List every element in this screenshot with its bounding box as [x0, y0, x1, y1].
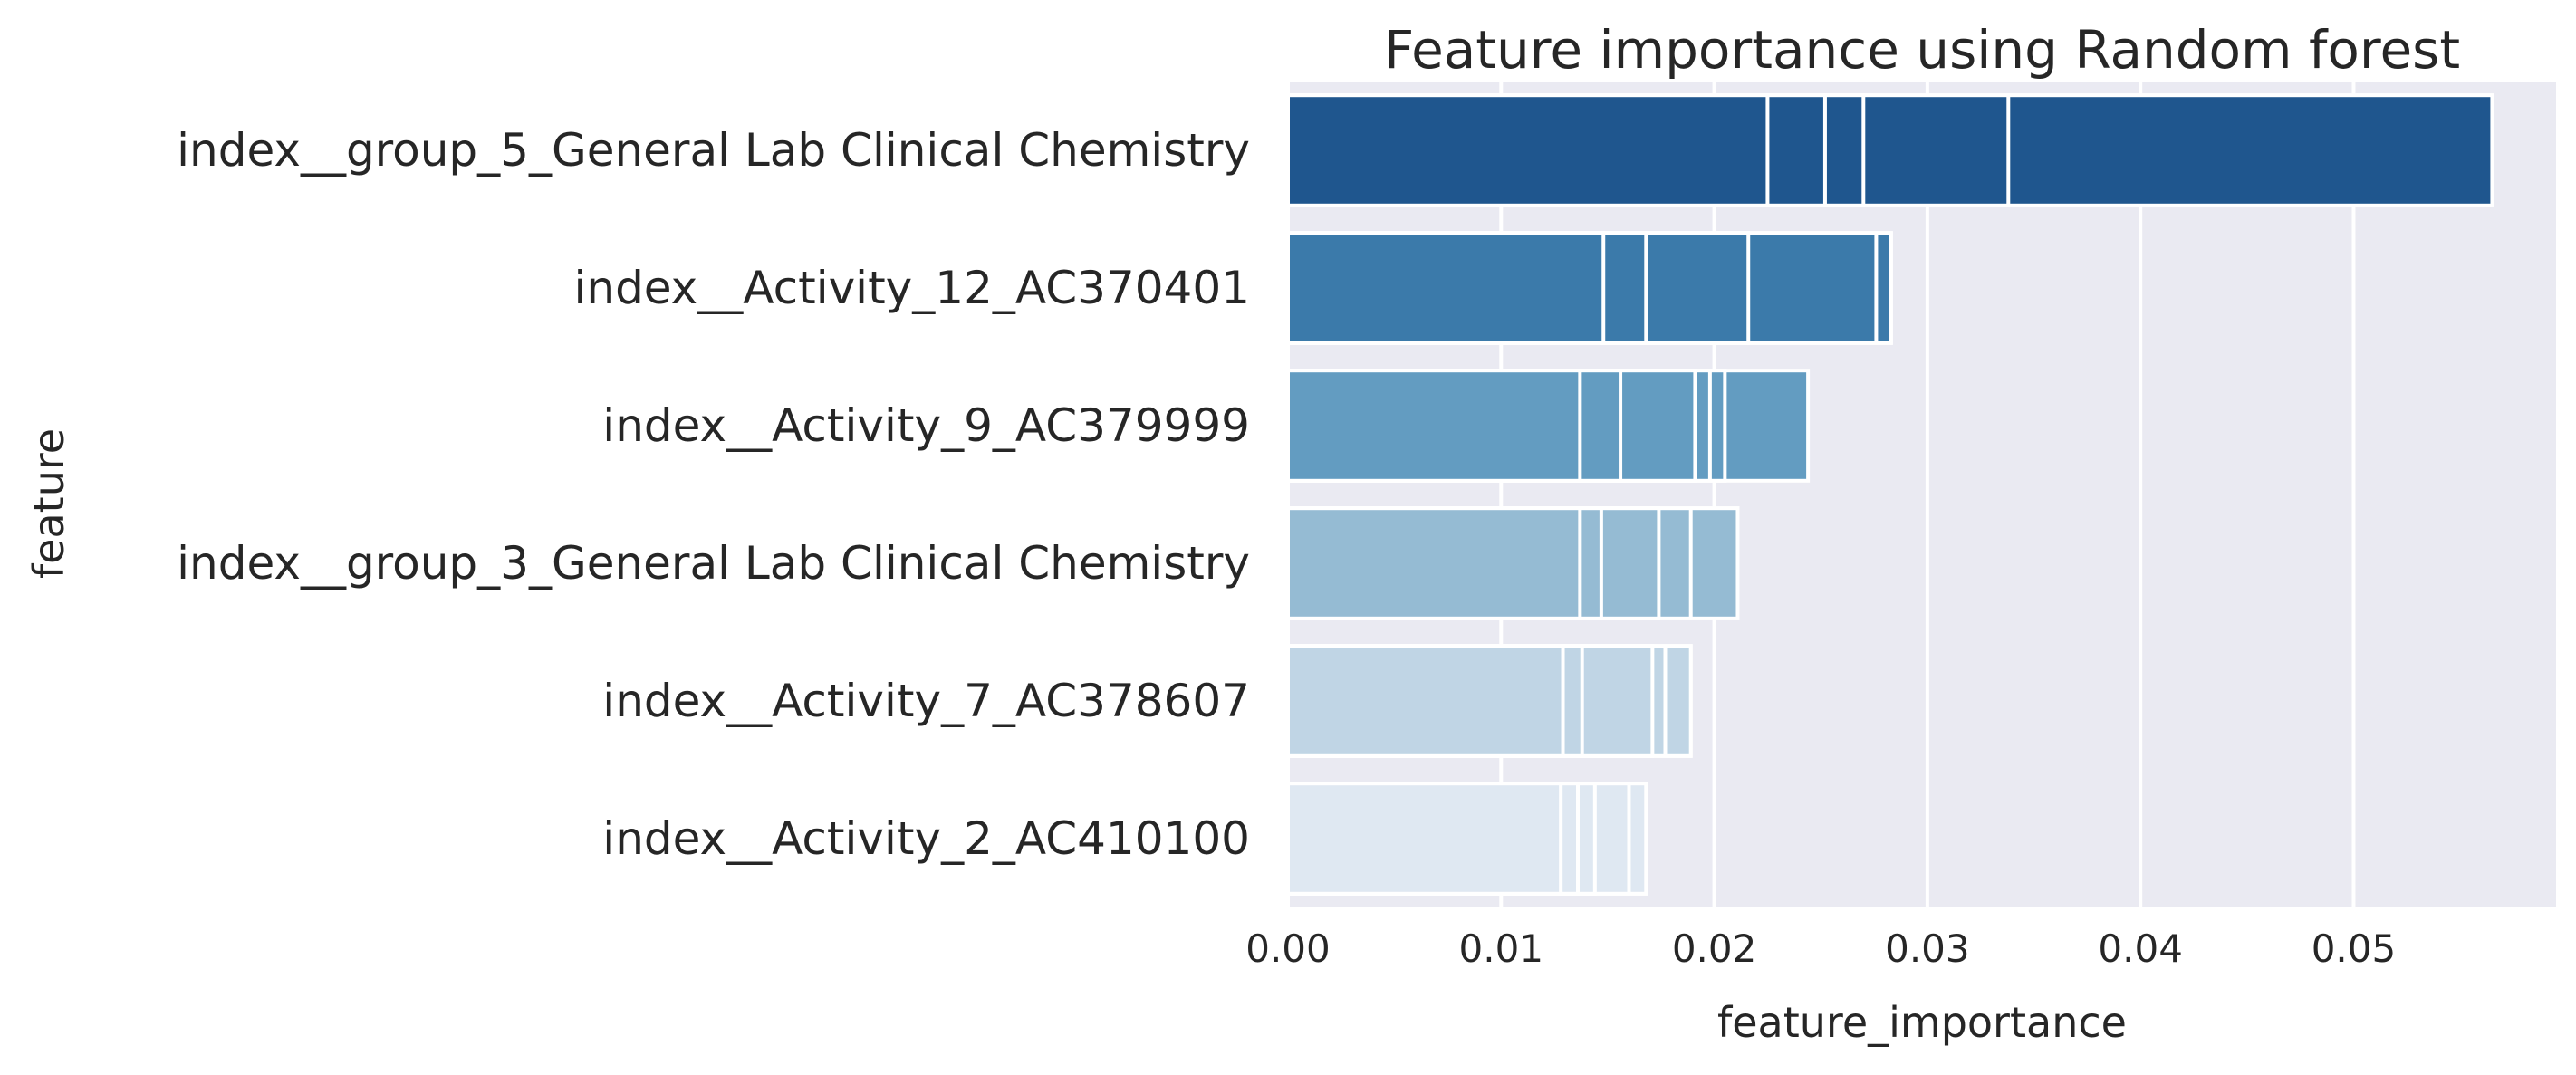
x-tick-label: 0.00: [1245, 926, 1331, 971]
y-tick-label: index__Activity_7_AC378607: [602, 675, 1250, 727]
x-tick-label: 0.05: [2312, 926, 2397, 971]
y-tick-labels: index__group_5_General Lab Clinical Chem…: [177, 124, 1250, 865]
x-tick-label: 0.04: [2098, 926, 2183, 971]
grid-lines: [1286, 82, 2356, 907]
bar-segment: [1286, 231, 1606, 345]
bar-segment: [1286, 93, 1770, 207]
x-tick-labels: 0.00 0.01 0.02 0.03 0.04 0.05: [1245, 926, 2396, 971]
y-axis-label: feature: [24, 428, 73, 579]
bar-segment: [1286, 782, 1563, 896]
y-tick-label: index__Activity_2_AC410100: [602, 812, 1250, 865]
x-axis-label: feature_importance: [1717, 998, 2127, 1047]
chart-title: Feature importance using Random forest: [1384, 19, 2460, 81]
x-tick-label: 0.01: [1459, 926, 1544, 971]
y-tick-label: index__Activity_12_AC370401: [573, 262, 1250, 314]
y-tick-label: index__group_5_General Lab Clinical Chem…: [177, 124, 1250, 177]
bar-segment: [1286, 369, 1582, 483]
bar-segment: [1286, 506, 1582, 620]
y-tick-label: index__Activity_9_AC379999: [602, 399, 1250, 452]
bar-segment: [1286, 644, 1565, 758]
x-tick-label: 0.02: [1672, 926, 1757, 971]
x-tick-label: 0.03: [1885, 926, 1970, 971]
bars: [1286, 93, 2494, 896]
y-tick-label: index__group_3_General Lab Clinical Chem…: [177, 537, 1250, 590]
